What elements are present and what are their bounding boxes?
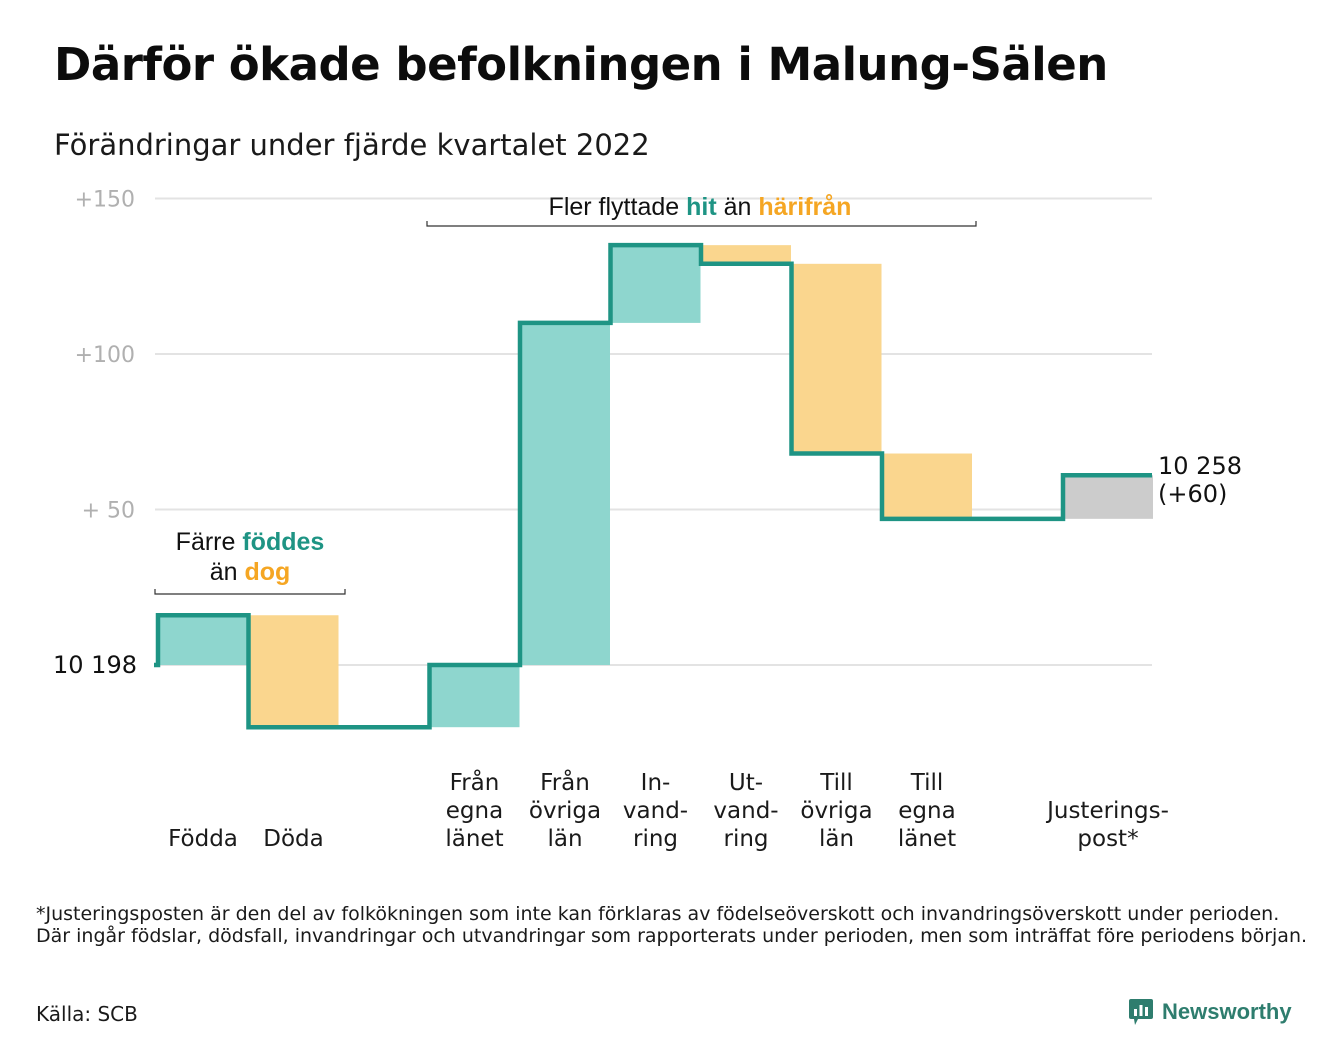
category-label: In- <box>641 770 671 796</box>
category-label: post* <box>1077 826 1138 852</box>
source-note: Källa: SCB <box>36 1002 138 1026</box>
footnote: *Justeringsposten är den del av folkökni… <box>36 903 1308 947</box>
bar <box>520 322 610 665</box>
bar <box>158 615 248 665</box>
category-label: län <box>819 826 854 852</box>
newsworthy-logo: Newsworthy <box>1128 998 1292 1026</box>
category-label: Födda <box>168 826 238 852</box>
bar <box>791 263 882 454</box>
category-label: övriga <box>800 798 872 824</box>
newsworthy-logo-icon <box>1129 999 1153 1025</box>
category-label: egna <box>446 798 503 824</box>
category-label: Döda <box>263 826 323 852</box>
migration-annotation: Fler flyttade hit än härifrån <box>549 193 852 221</box>
end-value-label: 10 258 <box>1158 452 1242 480</box>
bar <box>882 453 972 519</box>
category-label: egna <box>898 798 955 824</box>
category-label: vand- <box>623 798 688 824</box>
category-label: länet <box>898 826 956 852</box>
category-label: ring <box>723 826 768 852</box>
bar <box>248 615 339 728</box>
births-annotation-line1: Färre föddes <box>176 528 325 556</box>
y-tick-label: +150 <box>75 188 135 213</box>
category-label: övriga <box>529 798 601 824</box>
births-annotation-line2: än dog <box>210 558 291 586</box>
end-change-label: (+60) <box>1158 480 1227 508</box>
category-label: vand- <box>713 798 778 824</box>
births-bracket <box>154 589 346 595</box>
logo-text: Newsworthy <box>1162 999 1292 1024</box>
base-value-label: 10 198 <box>53 651 137 679</box>
page-subtitle: Förändringar under fjärde kvartalet 2022 <box>54 128 650 162</box>
category-label: Ut- <box>729 770 763 796</box>
category-label: Till <box>819 770 853 796</box>
page-title: Därför ökade befolkningen i Malung-Sälen <box>54 38 1108 91</box>
category-label: länet <box>445 826 503 852</box>
cumulative-step-line <box>154 242 1152 730</box>
category-label: Från <box>540 768 590 796</box>
y-tick-label: +100 <box>75 343 135 368</box>
y-tick-label: + 50 <box>82 499 135 524</box>
migration-bracket <box>426 221 977 227</box>
bar <box>610 245 701 323</box>
category-label: Justerings- <box>1045 798 1169 824</box>
category-label: ring <box>633 826 678 852</box>
category-label: län <box>547 826 582 852</box>
bar <box>701 245 791 264</box>
category-label: Till <box>910 770 944 796</box>
bar <box>1063 475 1153 519</box>
bar <box>429 665 520 728</box>
category-label: Från <box>450 768 500 796</box>
